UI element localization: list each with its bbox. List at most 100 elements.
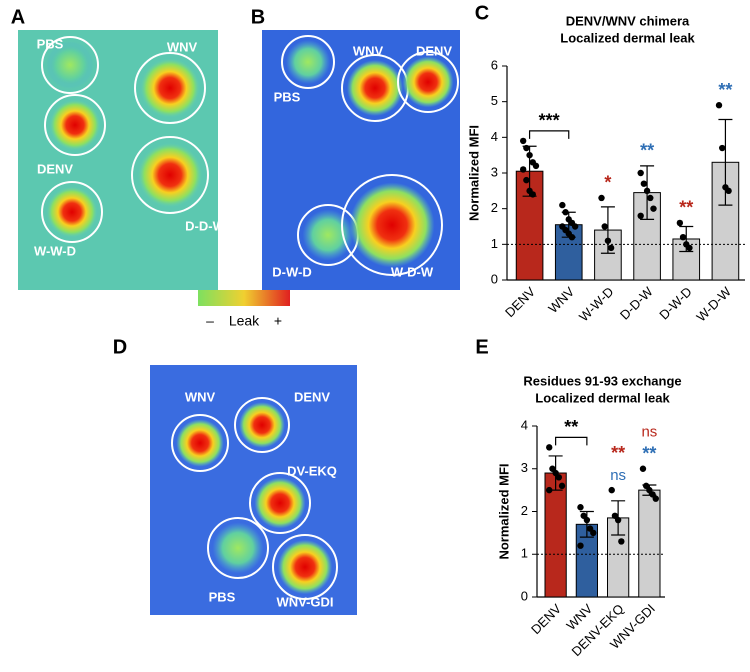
data-point (601, 223, 608, 230)
data-point (583, 516, 591, 524)
y-tick-label: 2 (491, 200, 498, 215)
x-tick-label: W-D-W (693, 283, 734, 324)
injection-circle (397, 51, 459, 113)
panel-label: B (251, 6, 265, 28)
data-point (523, 144, 530, 152)
injection-circle (207, 517, 269, 579)
y-tick-label: 2 (521, 503, 528, 518)
y-tick-label: 5 (491, 93, 498, 108)
data-point (604, 237, 612, 244)
injection-circle (41, 36, 99, 94)
leak-blob (212, 522, 264, 574)
data-point (637, 169, 644, 177)
panel-label: A (11, 6, 25, 28)
y-tick-label: 0 (491, 271, 498, 286)
injection-circle (281, 35, 335, 89)
injection-circle (131, 136, 209, 214)
data-point (558, 482, 566, 490)
data-point (532, 162, 540, 170)
chart-title: DENV/WNV chimera (566, 13, 690, 28)
significance-annotation: ns (641, 424, 657, 441)
image-label: D-W-D (272, 264, 311, 279)
x-tick-label: WNV (545, 284, 577, 316)
image-label: DENV (416, 43, 452, 58)
data-point (546, 486, 553, 494)
legend-minus: – (206, 313, 214, 329)
leak-blob (277, 539, 333, 595)
significance-annotation: ns (610, 467, 626, 484)
leak-blob (254, 477, 306, 529)
data-point (686, 244, 693, 252)
leak-blob (140, 58, 200, 118)
data-point (568, 234, 576, 241)
data-point (618, 538, 625, 545)
injection-circle (249, 472, 311, 534)
x-tick-label: DENV (528, 601, 564, 637)
leak-blob (137, 142, 203, 208)
data-point (725, 187, 732, 195)
error-bar (579, 510, 594, 538)
data-point (577, 504, 584, 511)
panel-label: C (475, 2, 489, 24)
chart-title: Residues 91-93 exchange (523, 373, 681, 388)
data-point (555, 474, 563, 481)
data-point (679, 234, 687, 241)
data-point (643, 187, 651, 195)
significance-annotation: ** (679, 198, 693, 218)
leak-blob (285, 39, 331, 85)
image-label: D-D-W (185, 218, 225, 233)
significance-annotation: ** (611, 443, 625, 463)
data-point (614, 516, 622, 524)
error-bar (600, 206, 615, 254)
data-point (647, 194, 654, 202)
data-point (715, 102, 723, 109)
leak-blob (49, 99, 101, 151)
image-label: DENV (37, 161, 73, 176)
x-tick-label: D-W-D (656, 284, 695, 323)
significance-label: ** (564, 417, 578, 437)
leak-blob (46, 186, 98, 238)
x-tick-label: W-W-D (576, 284, 616, 324)
image-label: WNV-GDI (276, 594, 333, 609)
chart-subtitle: Localized dermal leak (535, 390, 670, 405)
y-axis-title: Normalized MFI (466, 125, 481, 221)
image-label: DENV (294, 389, 330, 404)
data-point (719, 144, 726, 152)
injection-circle (134, 52, 206, 124)
significance-label: *** (539, 111, 560, 131)
data-point (607, 244, 615, 252)
significance-bracket (528, 130, 570, 139)
y-tick-label: 6 (491, 57, 498, 72)
data-point (529, 191, 536, 198)
data-point (562, 209, 569, 216)
significance-annotation: ** (718, 80, 732, 100)
image-label: WNV (167, 39, 198, 54)
panel-label: E (475, 336, 488, 358)
y-tick-label: 1 (491, 236, 498, 251)
y-axis-title: Normalized MFI (496, 463, 511, 559)
leak-blob (402, 56, 454, 108)
image-label: PBS (37, 36, 64, 51)
data-point (598, 194, 605, 202)
injection-circle (171, 414, 229, 472)
significance-annotation: ** (640, 141, 654, 161)
injection-circle (44, 94, 106, 156)
injection-circle (234, 397, 290, 453)
data-point (526, 151, 533, 159)
image-label: DV-EKQ (287, 463, 337, 478)
chart-subtitle: Localized dermal leak (560, 30, 695, 45)
legend-plus: + (274, 313, 282, 329)
data-point (577, 542, 584, 549)
legend-text: Leak (229, 313, 260, 329)
data-point (640, 180, 648, 187)
injection-circle (41, 181, 103, 243)
image-label: W-D-W (391, 264, 434, 279)
y-tick-label: 4 (491, 129, 498, 144)
injection-circle (341, 174, 443, 276)
data-point (637, 212, 644, 219)
data-point (608, 486, 615, 494)
y-tick-label: 3 (491, 164, 498, 179)
data-point (546, 444, 553, 451)
x-tick-label: DENV (502, 284, 538, 320)
y-tick-label: 4 (521, 417, 528, 432)
